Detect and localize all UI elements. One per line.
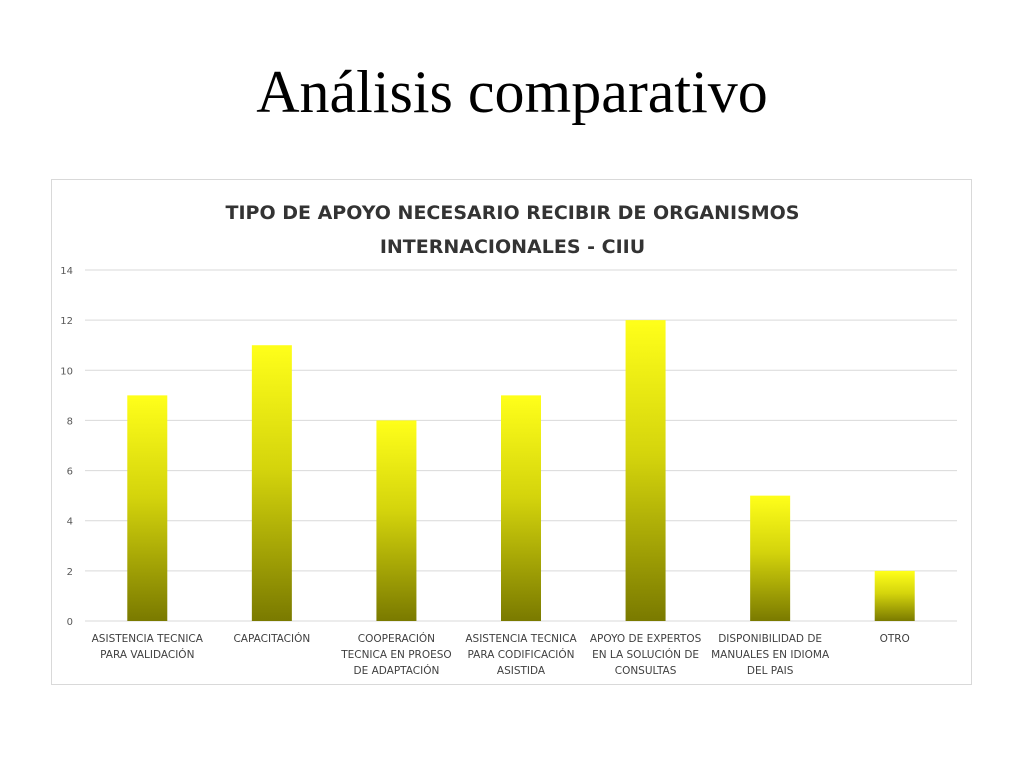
x-category-label: ASISTENCIA TECNICA PARA CODIFICACIÓN ASIST… [465, 633, 577, 677]
chart-title-line-1: TIPO DE APOYO NECESARIO RECIBIR DE ORGAN… [225, 202, 800, 224]
x-category-label: CAPACITACIÓN [233, 632, 310, 645]
x-category-label-line: MANUALES EN IDIOMA [711, 649, 830, 661]
x-category-label-line: APOYO DE EXPERTOS [590, 633, 702, 645]
y-tick-label: 10 [60, 366, 73, 377]
x-category-label-line: ASISTIDA [497, 665, 546, 677]
slide-title: Análisis comparativo [256, 59, 768, 125]
bar [501, 395, 541, 621]
bar [625, 320, 666, 621]
x-category-label-line: DISPONIBILIDAD DE [718, 633, 822, 645]
x-category-label-line: PARA CODIFICACIÓN [467, 648, 574, 661]
y-tick-label: 8 [67, 416, 73, 427]
x-category-label: APOYO DE EXPERTOS EN LA SOLUCIÓN DE CONSUL… [590, 633, 702, 677]
bar [127, 395, 168, 621]
bar [376, 420, 417, 621]
y-axis-ticks: 0 2 4 6 8 10 12 14 [60, 266, 73, 628]
x-category-label-line: DEL PAIS [747, 665, 794, 677]
x-axis-labels: ASISTENCIA TECNICA PARA VALIDACIÓN CAPACIT… [92, 632, 910, 677]
x-category-label-line: EN LA SOLUCIÓN DE [592, 648, 699, 661]
x-category-label-line: OTRO [880, 633, 910, 645]
y-tick-label: 4 [67, 517, 73, 528]
x-category-label-line: DE ADAPTACIÓN [354, 664, 440, 677]
bar [251, 345, 292, 621]
y-tick-label: 0 [67, 617, 73, 628]
chart-title: TIPO DE APOYO NECESARIO RECIBIR DE ORGAN… [60, 196, 965, 264]
x-category-label-line: TECNICA EN PROESO [340, 649, 451, 661]
bars [127, 320, 915, 621]
y-tick-label: 14 [60, 266, 73, 277]
y-tick-label: 2 [67, 567, 73, 578]
x-category-label-line: PARA VALIDACIÓN [100, 648, 194, 661]
y-tick-label: 12 [60, 316, 73, 327]
x-category-label-line: ASISTENCIA TECNICA [92, 633, 204, 645]
x-category-label-line: COOPERACIÓN [358, 632, 435, 645]
x-category-label-line: CONSULTAS [615, 665, 677, 677]
x-category-label-line: CAPACITACIÓN [233, 632, 310, 645]
chart-title-line-2: INTERNACIONALES - CIIU [379, 236, 646, 258]
x-category-label: COOPERACIÓN TECNICA EN PROESO DE ADAPTACIÓ… [340, 632, 451, 677]
x-category-label-line: ASISTENCIA TECNICA [465, 633, 577, 645]
x-category-label: OTRO [880, 633, 910, 645]
bar [874, 570, 915, 621]
x-category-label: ASISTENCIA TECNICA PARA VALIDACIÓN [92, 633, 204, 661]
x-category-label: DISPONIBILIDAD DE MANUALES EN IDIOMA DEL P… [711, 633, 830, 677]
y-tick-label: 6 [67, 467, 73, 478]
bar [750, 495, 791, 621]
